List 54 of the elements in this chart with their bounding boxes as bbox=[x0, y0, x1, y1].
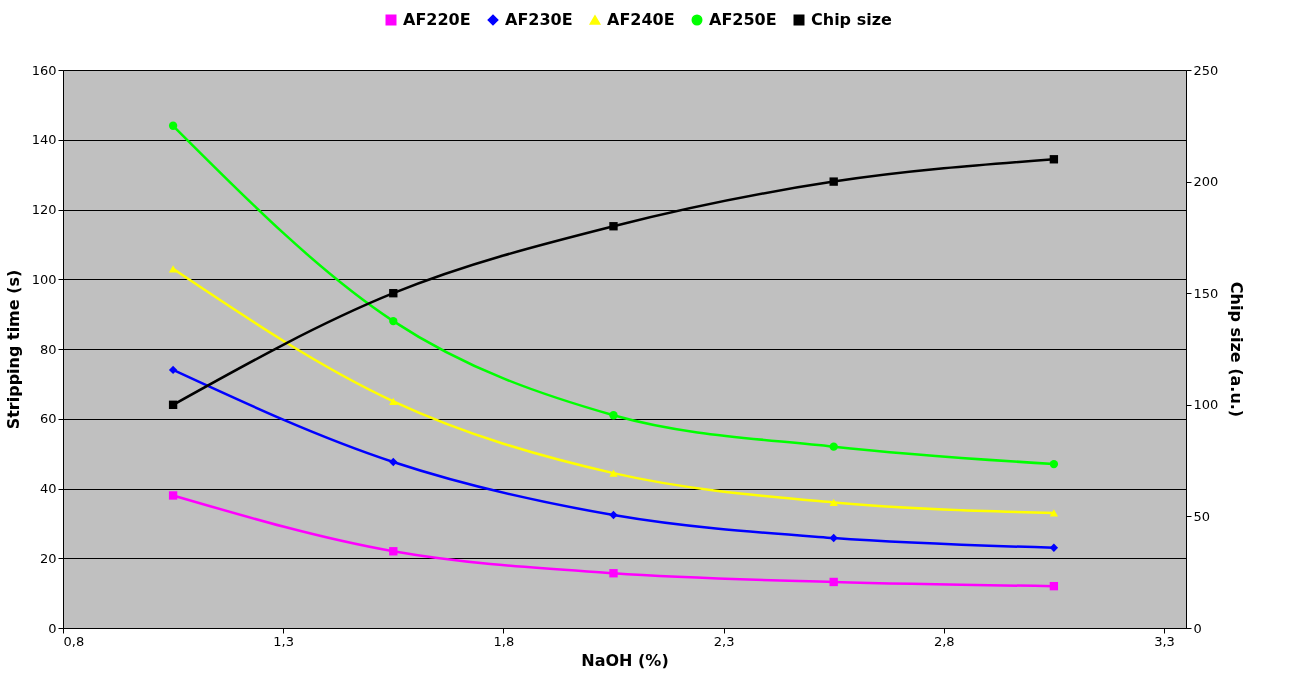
point bbox=[1049, 509, 1059, 517]
point bbox=[168, 365, 178, 375]
y2-tick-label: 100 bbox=[1193, 397, 1219, 413]
y-tick-label: 100 bbox=[31, 271, 57, 287]
legend-label: AF250E bbox=[709, 10, 777, 29]
y2-tick-label: 250 bbox=[1193, 62, 1219, 78]
point bbox=[609, 222, 618, 231]
legend-label: AF240E bbox=[607, 10, 675, 29]
point bbox=[1049, 155, 1059, 164]
y-axis-title: Stripping time (s) bbox=[3, 269, 23, 430]
y2-tick-label: 150 bbox=[1193, 285, 1219, 301]
y-tick-label: 60 bbox=[39, 411, 57, 427]
x-tick-label: 2,3 bbox=[713, 633, 735, 649]
point bbox=[609, 411, 618, 420]
point bbox=[609, 510, 618, 520]
x-axis-title: NaOH (%) bbox=[581, 650, 669, 670]
point bbox=[168, 491, 178, 500]
x-tick-label: 3,3 bbox=[1154, 633, 1175, 649]
point bbox=[389, 397, 398, 405]
point bbox=[829, 442, 838, 451]
y-tick-label: 140 bbox=[31, 132, 57, 148]
y2-tick-label: 200 bbox=[1193, 174, 1219, 190]
x-tick-label: 1,8 bbox=[493, 633, 515, 649]
legend-label: AF230E bbox=[505, 10, 573, 29]
point bbox=[389, 457, 398, 467]
point bbox=[829, 533, 838, 543]
legend-label: AF220E bbox=[403, 10, 471, 29]
point bbox=[1049, 459, 1059, 469]
point bbox=[168, 400, 178, 409]
point bbox=[1049, 543, 1059, 552]
point bbox=[389, 289, 398, 298]
x-tick-label: 1,3 bbox=[273, 633, 295, 649]
y-tick-label: 160 bbox=[31, 62, 57, 78]
point bbox=[389, 547, 398, 556]
y2-axis-title: Chip size (a.u.) bbox=[1227, 281, 1247, 418]
point bbox=[168, 121, 178, 130]
y2-tick-label: 0 bbox=[1193, 620, 1202, 636]
legend-label: Chip size bbox=[811, 10, 892, 29]
y-tick-label: 120 bbox=[31, 202, 57, 217]
y-tick-label: 0 bbox=[48, 620, 57, 636]
point bbox=[609, 469, 618, 477]
y-tick-label: 40 bbox=[39, 481, 57, 496]
point bbox=[829, 498, 838, 507]
x-tick-label: 2,8 bbox=[933, 633, 955, 649]
x-tick-label: 0,8 bbox=[63, 633, 85, 649]
y-tick-label: 20 bbox=[39, 550, 57, 566]
point bbox=[389, 316, 398, 326]
y2-tick-label: 50 bbox=[1193, 508, 1211, 524]
point bbox=[168, 265, 178, 273]
y-tick-label: 80 bbox=[39, 341, 57, 357]
point bbox=[609, 569, 618, 578]
point bbox=[829, 577, 838, 587]
point bbox=[829, 177, 838, 186]
point bbox=[1049, 581, 1059, 591]
